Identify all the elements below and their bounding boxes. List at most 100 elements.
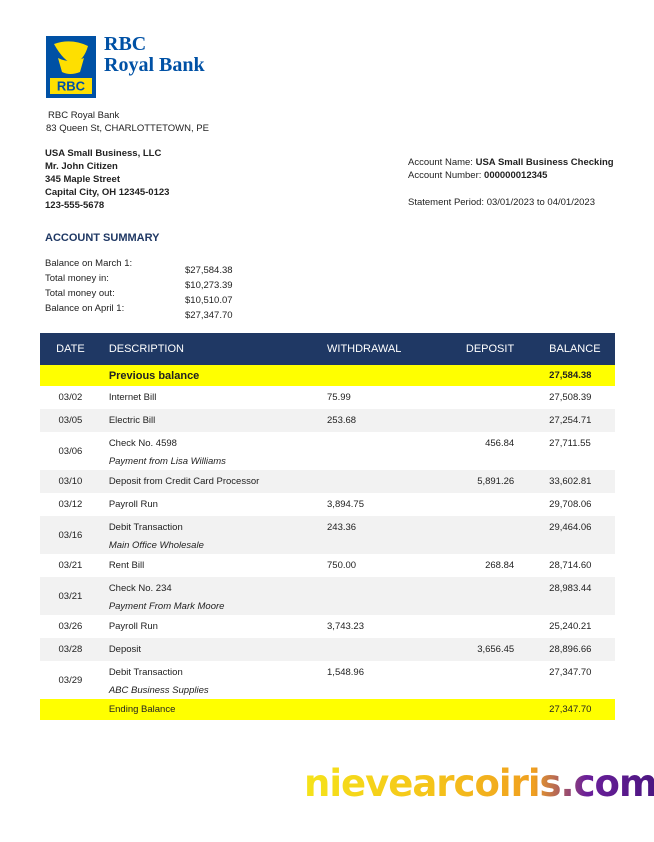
balance: 27,584.38 <box>539 365 615 386</box>
bank-address: RBC Royal Bank 83 Queen St, CHARLOTTETOW… <box>46 109 209 135</box>
summary-label: Total money out: <box>45 288 115 299</box>
balance: 28,983.44 <box>549 583 592 594</box>
note: Payment From Mark Moore <box>108 601 225 612</box>
withdrawal: 75.99 <box>327 392 351 403</box>
cell <box>319 365 424 386</box>
balance: 33,602.81 <box>549 476 592 487</box>
balance: 27,347.70 <box>549 667 592 678</box>
description-cell: Rent Bill <box>101 554 319 577</box>
deposit-cell: 5,891.26 <box>423 470 540 493</box>
bank-name-line: RBC <box>104 33 147 55</box>
withdrawal-cell <box>319 577 424 615</box>
transaction-row: 03/21 Rent Bill 750.00 268.84 28,714.60 <box>40 554 615 577</box>
description: Previous balance <box>100 365 320 386</box>
opening-row: Previous balance 27,584.38 <box>40 365 615 386</box>
transaction-row: 03/06 Check No. 4598 Payment from Lisa Wil… <box>40 432 615 470</box>
date: 03/16 <box>40 516 101 554</box>
description: Deposit from Credit Card Processor <box>108 476 260 487</box>
spacer <box>40 720 615 722</box>
label: Account Number: <box>408 170 482 181</box>
balance-cell: 29,708.06 <box>539 493 615 516</box>
withdrawal-cell: 243.36 <box>319 516 424 554</box>
balance: 27,711.55 <box>549 438 591 449</box>
transaction-row: 03/29 Debit Transaction ABC Business Suppl… <box>40 661 615 699</box>
balance: 29,708.06 <box>549 499 592 510</box>
description: Check No. 234 <box>108 583 172 594</box>
date: 03/02 <box>58 392 83 403</box>
deposit: 268.84 <box>485 560 515 571</box>
bank-name-line: Royal Bank <box>104 54 205 76</box>
date: 03/21 <box>58 560 83 571</box>
balance-cell: 28,714.60 <box>539 554 615 577</box>
logo-text: RBC <box>57 79 86 94</box>
date: 03/05 <box>40 409 101 432</box>
cell <box>40 699 101 720</box>
description-cell: Electric Bill <box>100 409 320 432</box>
summary-value: $10,510.07 <box>185 295 233 306</box>
transaction-row: 03/02 Internet Bill 75.99 27,508.39 <box>40 386 615 409</box>
withdrawal: 3,743.23 <box>327 621 364 632</box>
summary: Balance on March 1: $27,584.38 Total money… <box>45 258 245 328</box>
transaction-row: 03/12 Payroll Run 3,894.75 29,708.06 <box>40 493 615 516</box>
description-cell: Deposit from Credit Card Processor <box>100 470 320 493</box>
description-cell: Internet Bill <box>101 386 319 409</box>
description: Debit Transaction <box>108 667 183 678</box>
label: Account Name: <box>408 157 473 168</box>
customer-line: USA Small Business, LLC <box>45 148 162 159</box>
balance-cell: 33,602.81 <box>539 470 615 493</box>
description: Check No. 4598 <box>108 438 177 449</box>
deposit: 456.84 <box>485 438 515 449</box>
date: 03/29 <box>58 674 83 686</box>
balance: 27,347.70 <box>539 699 615 720</box>
column-header: DEPOSIT <box>423 333 540 365</box>
cell <box>319 699 424 720</box>
transaction-row: 03/10 Deposit from Credit Card Processor 5… <box>40 470 615 493</box>
description: Deposit <box>108 644 142 655</box>
withdrawal-cell: 3,894.75 <box>319 493 423 516</box>
balance: 28,896.66 <box>549 644 592 655</box>
balance-cell: 27,254.71 <box>539 409 615 432</box>
cell <box>423 365 540 386</box>
deposit-cell <box>423 409 540 432</box>
summary-value: $27,347.70 <box>185 310 233 321</box>
withdrawal: 3,894.75 <box>327 499 364 510</box>
deposit: 5,891.26 <box>477 476 515 487</box>
description: Ending Balance <box>100 699 320 720</box>
description-cell: Payroll Run <box>101 493 319 516</box>
withdrawal: 243.36 <box>327 522 357 533</box>
customer-line: 123-555-5678 <box>45 200 105 211</box>
balance-cell: 29,464.06 <box>539 516 615 554</box>
withdrawal: 750.00 <box>327 560 357 571</box>
summary-label: Total money in: <box>45 273 109 284</box>
watermark: nievearcoiris.com <box>304 762 654 805</box>
deposit-cell: 268.84 <box>423 554 539 577</box>
deposit-cell <box>423 386 539 409</box>
date: 03/06 <box>58 445 83 457</box>
column-header: DATE <box>40 333 101 365</box>
date: 03/10 <box>40 470 101 493</box>
account-name: USA Small Business Checking <box>475 157 614 168</box>
note: Payment from Lisa Williams <box>108 456 226 467</box>
balance-cell: 27,508.39 <box>539 386 615 409</box>
transaction-row: 03/05 Electric Bill 253.68 27,254.71 <box>40 409 615 432</box>
balance-cell: 28,983.44 <box>539 577 615 615</box>
customer-line: Capital City, OH 12345-0123 <box>45 187 170 198</box>
note: Main Office Wholesale <box>108 540 204 551</box>
column-header: DESCRIPTION <box>100 333 320 365</box>
withdrawal: 253.68 <box>327 415 357 426</box>
column-header: BALANCE <box>539 333 615 365</box>
deposit-cell: 456.84 <box>423 432 539 470</box>
date: 03/26 <box>58 621 83 632</box>
withdrawal-cell: 253.68 <box>319 409 424 432</box>
summary-title: ACCOUNT SUMMARY <box>45 232 160 244</box>
deposit-cell: 3,656.45 <box>423 638 540 661</box>
description-cell: Debit Transaction ABC Business Supplies <box>101 661 319 699</box>
date: 03/28 <box>40 638 101 661</box>
balance-cell: 27,347.70 <box>539 661 615 699</box>
summary-value: $27,584.38 <box>185 265 233 276</box>
date: 03/21 <box>40 577 101 615</box>
cell <box>423 699 540 720</box>
withdrawal-cell: 75.99 <box>319 386 423 409</box>
closing-row: Ending Balance 27,347.70 <box>40 699 615 720</box>
account-info: Account Name: USA Small Business Checkin… <box>408 156 614 209</box>
